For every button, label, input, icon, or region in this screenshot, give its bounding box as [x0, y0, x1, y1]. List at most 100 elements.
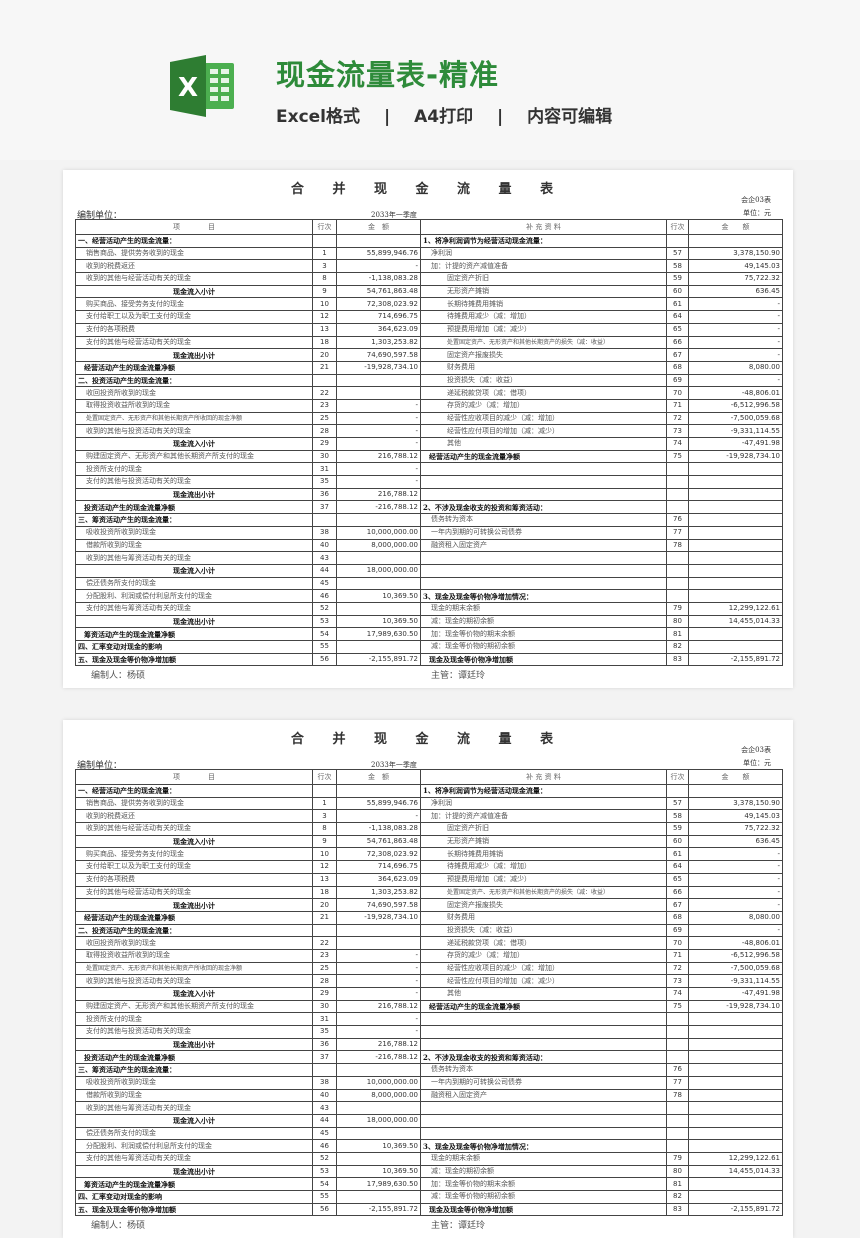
amount: - — [336, 259, 421, 274]
amount: - — [688, 898, 783, 912]
amount — [688, 551, 783, 565]
amount: - — [688, 872, 783, 887]
line-number: 75 — [666, 999, 689, 1014]
amount — [688, 1139, 783, 1153]
amount: 55,899,946.76 — [336, 246, 421, 261]
item-label: 三、筹资活动产生的现金流量： — [75, 1063, 313, 1077]
item-label: 购买商品、接受劳务支付的现金 — [75, 297, 313, 312]
line-number: 75 — [666, 449, 689, 464]
line-number: 71 — [666, 948, 689, 963]
line-number: 56 — [312, 1202, 337, 1217]
supplement-label: 经营性应付项目的增加（减：减少） — [420, 424, 667, 438]
item-label: 现金流出小计 — [75, 614, 313, 629]
supplement-label: 净利润 — [420, 246, 667, 261]
supplement-label — [420, 576, 667, 591]
supplement-label — [420, 1012, 667, 1027]
supplement-label: 无形资产摊销 — [420, 284, 667, 299]
item-label: 支付的各项税费 — [75, 872, 313, 887]
supplement-label — [420, 487, 667, 502]
line-number: 67 — [666, 348, 689, 362]
line-number — [666, 1012, 689, 1027]
table-row: 销售商品、提供劳务收到的现金 1 55,899,946.76 净利润 57 3,378,1… — [75, 796, 783, 811]
line-number: 57 — [666, 796, 689, 811]
amount — [688, 525, 783, 540]
table-row: 吸收投资所收到的现金 38 10,000,000.00 一年内到期的可转换公司债券 77 — [75, 1075, 783, 1090]
line-number — [666, 500, 689, 515]
supplement-label: 经营性应付项目的增加（减：减少） — [420, 974, 667, 988]
item-label: 处置固定资产、无形资产和其他长期资产所收回的现金净额 — [75, 411, 313, 426]
supplement-label — [420, 1101, 667, 1115]
item-label: 支付的其他与投资活动有关的现金 — [75, 475, 313, 489]
item-label: 收到的其他与经营活动有关的现金 — [75, 822, 313, 836]
supplement-label — [420, 462, 667, 477]
item-label: 经营活动产生的现金流量净额 — [75, 910, 313, 925]
item-label: 收回投资所收到的现金 — [75, 386, 313, 400]
amount: - — [336, 475, 421, 489]
item-label: 现金流出小计 — [75, 487, 313, 502]
table-row: 现金流出小计 36 216,788.12 — [75, 487, 783, 502]
amount: -1,138,083.28 — [336, 822, 421, 836]
amount: - — [688, 885, 783, 900]
item-label: 分配股利、利润或偿付利息所支付的现金 — [75, 1139, 313, 1153]
sheet-preview: 合 并 现 金 流 量 表 会企03表 编制单位： 2033年一季度 单位：元 … — [63, 720, 793, 1238]
unit-label: 编制单位： — [77, 211, 123, 221]
item-label: 收到的税费返还 — [75, 809, 313, 824]
amount: 12,299,122.61 — [688, 601, 783, 616]
line-number: 43 — [312, 1101, 337, 1115]
item-label: 四、汇率变动对现金的影响 — [75, 1190, 313, 1204]
item-label: 现金流入小计 — [75, 987, 313, 1001]
item-label: 收到的其他与投资活动有关的现金 — [75, 974, 313, 988]
separator: | — [497, 107, 504, 127]
table-row: 二、投资活动产生的现金流量： 投资损失（减：收益） 69- — [75, 373, 783, 388]
table-row: 经营活动产生的现金流量净额 21 -19,928,734.10 财务费用 68 8,080… — [75, 360, 783, 375]
excel-logo-icon: X — [170, 55, 234, 117]
amount: -2,155,891.72 — [336, 1202, 421, 1217]
supplement-label: 处置固定资产、无形资产和其他长期资产的损失（减：收益） — [420, 885, 667, 900]
line-number: 13 — [312, 322, 337, 337]
amount: 75,722.32 — [688, 822, 783, 836]
table-row: 偿还债务所支付的现金 45 — [75, 1126, 783, 1141]
amount: 364,623.09 — [336, 872, 421, 887]
line-number: 23 — [312, 398, 337, 413]
line-number: 3 — [312, 259, 337, 274]
amount — [688, 1088, 783, 1103]
table-row: 现金流入小计 44 18,000,000.00 — [75, 1113, 783, 1128]
table-row: 借款所收到的现金 40 8,000,000.00 融资租入固定资产 78 — [75, 1088, 783, 1103]
table-row: 筹资活动产生的现金流量净额 54 17,989,630.50 加：现金等价物的期末余额… — [75, 627, 783, 641]
line-number: 55 — [312, 640, 337, 654]
line-number: 44 — [312, 563, 337, 578]
amount — [688, 1101, 783, 1115]
amount: 14,455,014.33 — [688, 614, 783, 629]
line-number: 68 — [666, 910, 689, 925]
line-number: 59 — [666, 272, 689, 286]
supplement-label — [420, 1126, 667, 1141]
line-number: 20 — [312, 898, 337, 912]
line-number: 73 — [666, 974, 689, 988]
supplement-label: 固定资产报废损失 — [420, 348, 667, 362]
table-row: 二、投资活动产生的现金流量： 投资损失（减：收益） 69- — [75, 923, 783, 938]
line-number: 9 — [312, 284, 337, 299]
table-row: 五、现金及现金等价物净增加额 56 -2,155,891.72 现金及现金等价物净增加… — [75, 652, 783, 667]
amount: 12,299,122.61 — [688, 1151, 783, 1166]
item-label: 二、投资活动产生的现金流量： — [75, 923, 313, 938]
line-number: 76 — [666, 513, 689, 527]
feature-editable: 内容可编辑 — [527, 107, 613, 127]
line-number: 29 — [312, 437, 337, 451]
line-number: 56 — [312, 652, 337, 667]
table-row: 现金流出小计 20 74,690,597.58 固定资产报废损失 67- — [75, 898, 783, 912]
item-label: 支付的其他与投资活动有关的现金 — [75, 1025, 313, 1039]
col-header: 金 额 — [336, 769, 421, 785]
supplement-label: 待摊费用减少（减：增加） — [420, 860, 667, 874]
unit-label: 编制单位： — [77, 761, 123, 771]
supplement-label: 无形资产摊销 — [420, 834, 667, 849]
amount — [688, 462, 783, 477]
svg-text:X: X — [178, 73, 198, 103]
table-row: 购买商品、接受劳务支付的现金 10 72,308,023.92 长期待摊费用摊销 61- — [75, 847, 783, 862]
col-header: 金 额 — [688, 769, 783, 785]
amount: 17,989,630.50 — [336, 1177, 421, 1191]
supplement-label: 存货的减少（减：增加） — [420, 398, 667, 413]
line-number: 64 — [666, 310, 689, 324]
item-label: 取得投资收益所收到的现金 — [75, 398, 313, 413]
amount: 8,080.00 — [688, 360, 783, 375]
line-number: 80 — [666, 1164, 689, 1179]
